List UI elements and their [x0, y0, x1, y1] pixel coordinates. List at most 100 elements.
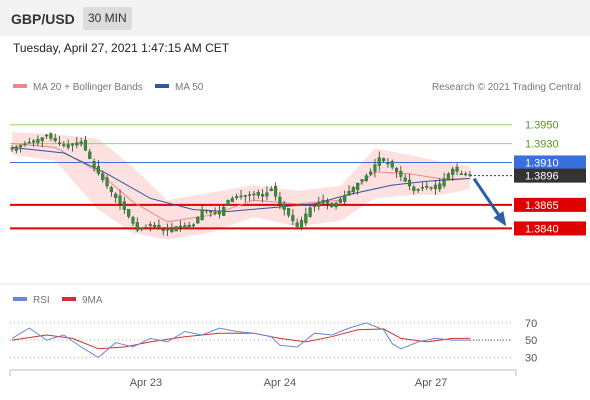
candle-body: [32, 140, 36, 143]
candle-body: [101, 173, 105, 180]
candle-body: [10, 148, 14, 150]
candle-body: [429, 187, 433, 189]
candle-body: [446, 173, 450, 181]
candle-body: [451, 168, 455, 175]
symbol-label: GBP/USD: [11, 11, 75, 27]
level-tag-text-1.3865: 1.3865: [525, 200, 559, 212]
candle-body: [369, 171, 373, 175]
candle-body: [394, 167, 399, 173]
candle-body: [269, 188, 273, 191]
rsi-legend: RSI 9MA: [13, 295, 103, 306]
bollinger-band: [12, 132, 470, 240]
candle-body: [230, 198, 234, 203]
candle-body: [407, 179, 412, 187]
ma50-legend-swatch: [155, 84, 169, 88]
candle-body: [360, 179, 364, 182]
candle-body: [416, 188, 420, 191]
candle-body: [420, 187, 425, 189]
rsi-ma-legend-swatch: [62, 297, 76, 301]
candle-body: [165, 227, 170, 231]
candle-body: [131, 217, 135, 224]
candle-body: [282, 203, 286, 210]
candle-body: [377, 157, 381, 166]
rsi-legend-label: RSI: [33, 295, 50, 306]
candle-body: [92, 161, 96, 168]
candle-body: [438, 183, 442, 190]
candle-body: [356, 182, 360, 191]
candle-body: [373, 164, 377, 172]
rsi-tick-70: 70: [525, 318, 537, 330]
candle-body: [317, 202, 321, 207]
candle-body: [140, 227, 144, 229]
candle-body: [252, 193, 256, 196]
candle-body: [213, 212, 217, 214]
candle-body: [235, 196, 239, 198]
candle-body: [144, 226, 148, 229]
price-plot: [10, 124, 512, 240]
candle-body: [364, 175, 368, 181]
candle-body: [386, 162, 390, 165]
timeframe-badge[interactable]: 30 MIN: [83, 7, 132, 30]
candle-body: [127, 209, 131, 217]
candle-body: [256, 192, 260, 196]
candle-body: [19, 145, 23, 147]
candle-body: [403, 177, 407, 182]
level-tag-text-1.3840: 1.3840: [525, 223, 559, 235]
level-tag-1.3865: [514, 197, 586, 212]
candle-body: [44, 134, 49, 137]
level-label-1.3950: 1.3950: [525, 120, 559, 132]
projection-arrow-head: [493, 211, 507, 227]
ma20-legend-swatch: [13, 84, 27, 88]
candle-body: [248, 194, 252, 196]
candle-body: [49, 133, 53, 139]
candle-body: [83, 140, 88, 151]
rsi-ma-legend-label: 9MA: [82, 295, 103, 306]
level-tag-1.3840: [514, 221, 586, 236]
main-legend: MA 20 + Bollinger Bands MA 50 Research ©…: [13, 82, 581, 93]
candle-body: [66, 144, 70, 148]
candle-body: [265, 192, 269, 197]
candle-body: [114, 193, 118, 198]
candle-body: [325, 200, 330, 204]
ma50-legend-label: MA 50: [175, 82, 204, 93]
candle-body: [295, 222, 299, 227]
candle-body: [468, 174, 472, 176]
candle-body: [278, 196, 282, 205]
candle-body: [261, 194, 265, 197]
x-tick-label: Apr 27: [415, 377, 447, 389]
x-tick-label: Apr 23: [130, 377, 162, 389]
candle-body: [464, 173, 468, 176]
candle-body: [148, 224, 152, 226]
level-tags: 1.3950 1.3930 1.3910 1.3896 1.3865 1.3840: [514, 120, 586, 236]
candle-body: [412, 186, 416, 191]
time-axis: Apr 23 Apr 24 Apr 27: [9, 369, 517, 389]
candle-body: [222, 207, 226, 216]
candle-body: [191, 224, 196, 227]
level-label-1.3930: 1.3930: [525, 139, 559, 151]
header-bar: GBP/USD 30 MIN: [0, 0, 590, 36]
candle-body: [105, 177, 109, 187]
candle-body: [88, 151, 92, 159]
level-tag-text-1.3910: 1.3910: [525, 157, 559, 169]
candle-body: [226, 199, 230, 206]
candle-body: [425, 185, 429, 188]
candles: [10, 132, 472, 237]
datetime-label: Tuesday, April 27, 2021 1:47:15 AM CET: [13, 41, 230, 55]
rsi-legend-swatch: [13, 297, 27, 301]
x-tick-label: Apr 24: [264, 377, 296, 389]
candle-body: [23, 143, 27, 145]
candle-body: [161, 228, 165, 231]
candle-body: [334, 202, 338, 208]
rsi-tick-30: 30: [525, 352, 537, 364]
candle-body: [27, 141, 31, 144]
candle-body: [96, 166, 101, 174]
candle-body: [135, 222, 139, 231]
candle-body: [118, 195, 122, 204]
level-tag-1.3910: [514, 155, 586, 170]
candle-body: [14, 146, 18, 151]
candle-body: [330, 202, 334, 207]
candle-body: [187, 224, 191, 228]
candle-body: [442, 178, 446, 187]
